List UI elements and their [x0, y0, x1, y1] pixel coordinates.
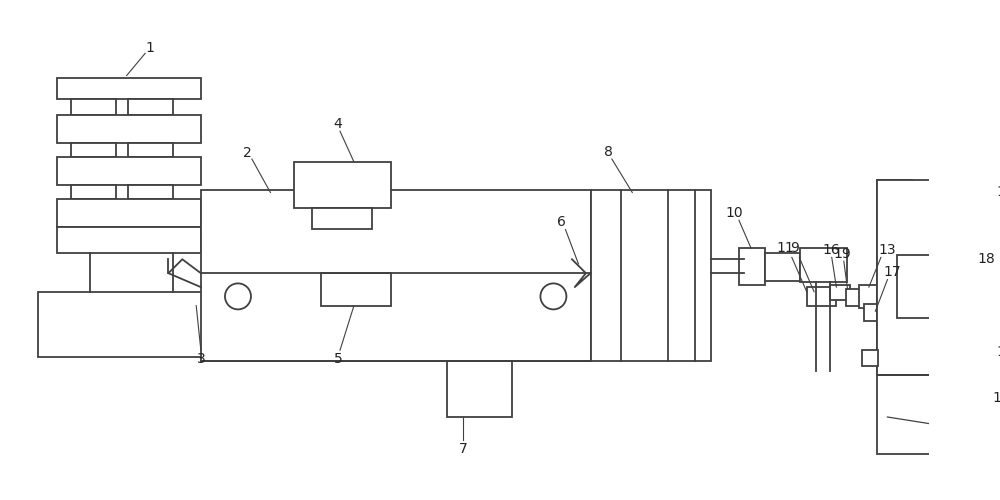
- Text: 2: 2: [243, 146, 252, 160]
- Text: 6: 6: [557, 215, 566, 229]
- Bar: [877, 375, 984, 454]
- Bar: [57, 199, 201, 227]
- Bar: [800, 248, 847, 282]
- Text: 14: 14: [996, 345, 1000, 359]
- Circle shape: [540, 284, 566, 310]
- Circle shape: [225, 284, 251, 310]
- Bar: [57, 157, 201, 185]
- Text: 12: 12: [996, 186, 1000, 200]
- Bar: [57, 116, 201, 143]
- Bar: [864, 304, 885, 320]
- Bar: [846, 289, 864, 306]
- Text: 18: 18: [978, 252, 996, 266]
- Bar: [877, 180, 984, 375]
- Bar: [739, 248, 765, 286]
- Bar: [321, 273, 391, 306]
- Bar: [765, 253, 800, 280]
- Text: 15: 15: [993, 392, 1000, 406]
- Text: 16: 16: [822, 243, 840, 257]
- Bar: [201, 190, 591, 362]
- Bar: [71, 144, 116, 157]
- Bar: [877, 180, 912, 375]
- Text: 7: 7: [459, 442, 468, 456]
- Bar: [71, 99, 116, 116]
- Bar: [830, 286, 850, 300]
- Text: 9: 9: [790, 241, 799, 255]
- Bar: [312, 208, 372, 229]
- Bar: [862, 350, 878, 366]
- Text: 5: 5: [334, 352, 343, 366]
- Bar: [591, 190, 711, 362]
- Text: 19: 19: [833, 246, 851, 260]
- Bar: [128, 99, 173, 116]
- Text: 1: 1: [145, 40, 154, 54]
- Bar: [38, 292, 219, 356]
- Bar: [57, 227, 201, 253]
- Bar: [71, 185, 116, 199]
- Bar: [859, 286, 877, 308]
- Bar: [128, 144, 173, 157]
- Text: 4: 4: [333, 117, 342, 131]
- Text: 3: 3: [197, 352, 206, 366]
- Bar: [128, 185, 173, 199]
- Bar: [897, 254, 960, 318]
- Bar: [807, 287, 836, 306]
- Bar: [294, 162, 391, 208]
- Text: 10: 10: [726, 206, 743, 220]
- Text: 11: 11: [776, 241, 794, 255]
- Bar: [57, 78, 201, 99]
- Bar: [447, 362, 512, 417]
- Text: 8: 8: [604, 144, 613, 158]
- Text: 13: 13: [879, 243, 896, 257]
- Text: 17: 17: [883, 266, 901, 280]
